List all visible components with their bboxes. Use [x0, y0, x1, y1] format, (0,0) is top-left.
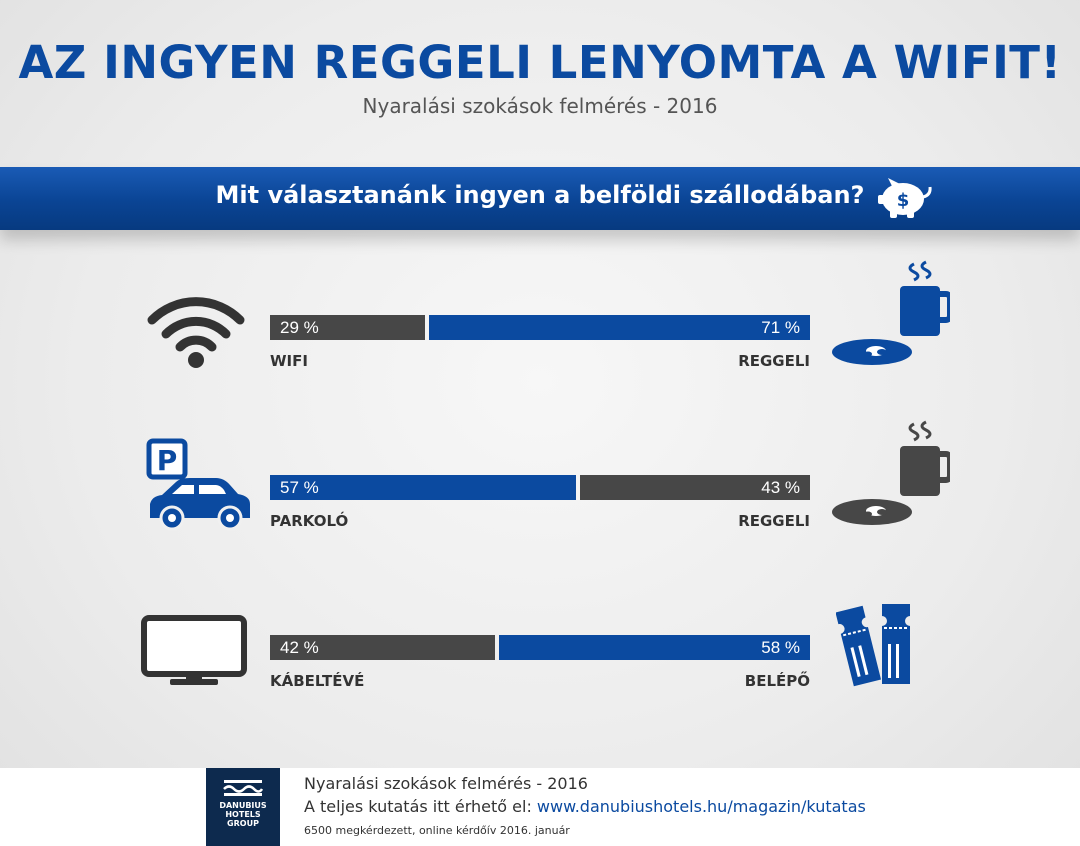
- svg-text:$: $: [897, 190, 910, 211]
- bar-left-value: 29 %: [280, 318, 319, 337]
- category-right-label: BELÉPŐ: [744, 672, 810, 690]
- footer-link[interactable]: www.danubiushotels.hu/magazin/kutatas: [536, 797, 866, 816]
- footer-survey-title: Nyaralási szokások felmérés - 2016: [304, 774, 588, 793]
- danubius-logo[interactable]: DANUBIUS HOTELS GROUP: [206, 768, 280, 846]
- logo-waves-icon: [223, 780, 264, 796]
- question-text: Mit választanánk ingyen a belföldi száll…: [215, 181, 865, 209]
- category-left-label: KÁBELTÉVÉ: [270, 672, 365, 690]
- bar-right-value: 58 %: [761, 638, 800, 657]
- category-right-label: REGGELI: [738, 512, 810, 530]
- parking-car-icon: P: [146, 438, 256, 537]
- bar-left-value: 57 %: [280, 478, 319, 497]
- bar-left-value: 42 %: [280, 638, 319, 657]
- bar-right-value: 43 %: [761, 478, 800, 497]
- footer-link-prefix: A teljes kutatás itt érhető el:: [304, 797, 537, 816]
- bar-right-1: 71 %: [429, 315, 810, 340]
- page-title: AZ INGYEN REGGELI LENYOMTA A WIFIT!: [18, 36, 1062, 89]
- question-banner: Mit választanánk ingyen a belföldi száll…: [0, 167, 1080, 230]
- bar-right-3: 58 %: [499, 635, 810, 660]
- footer-note: 6500 megkérdezett, online kérdőív 2016. …: [304, 824, 570, 837]
- wifi-icon: [146, 290, 246, 374]
- bar-left-1: 29 %: [270, 315, 425, 340]
- ticket-icon: [835, 600, 916, 694]
- piggy-bank-icon: $: [878, 178, 932, 218]
- bar-left-2: 57 %: [270, 475, 576, 500]
- breakfast-icon: [830, 418, 953, 537]
- svg-text:P: P: [157, 444, 178, 477]
- category-left-label: PARKOLÓ: [270, 512, 349, 530]
- category-left-label: WIFI: [270, 352, 308, 370]
- footer: DANUBIUS HOTELS GROUP Nyaralási szokások…: [0, 768, 1080, 846]
- breakfast-icon: [830, 258, 953, 377]
- footer-link-line: A teljes kutatás itt érhető el: www.danu…: [304, 797, 866, 816]
- bar-right-value: 71 %: [761, 318, 800, 337]
- category-right-label: REGGELI: [738, 352, 810, 370]
- bar-left-3: 42 %: [270, 635, 495, 660]
- tv-icon: [140, 614, 250, 693]
- page-subtitle: Nyaralási szokások felmérés - 2016: [362, 94, 718, 118]
- logo-text: DANUBIUS HOTELS GROUP: [219, 801, 267, 828]
- bar-right-2: 43 %: [580, 475, 810, 500]
